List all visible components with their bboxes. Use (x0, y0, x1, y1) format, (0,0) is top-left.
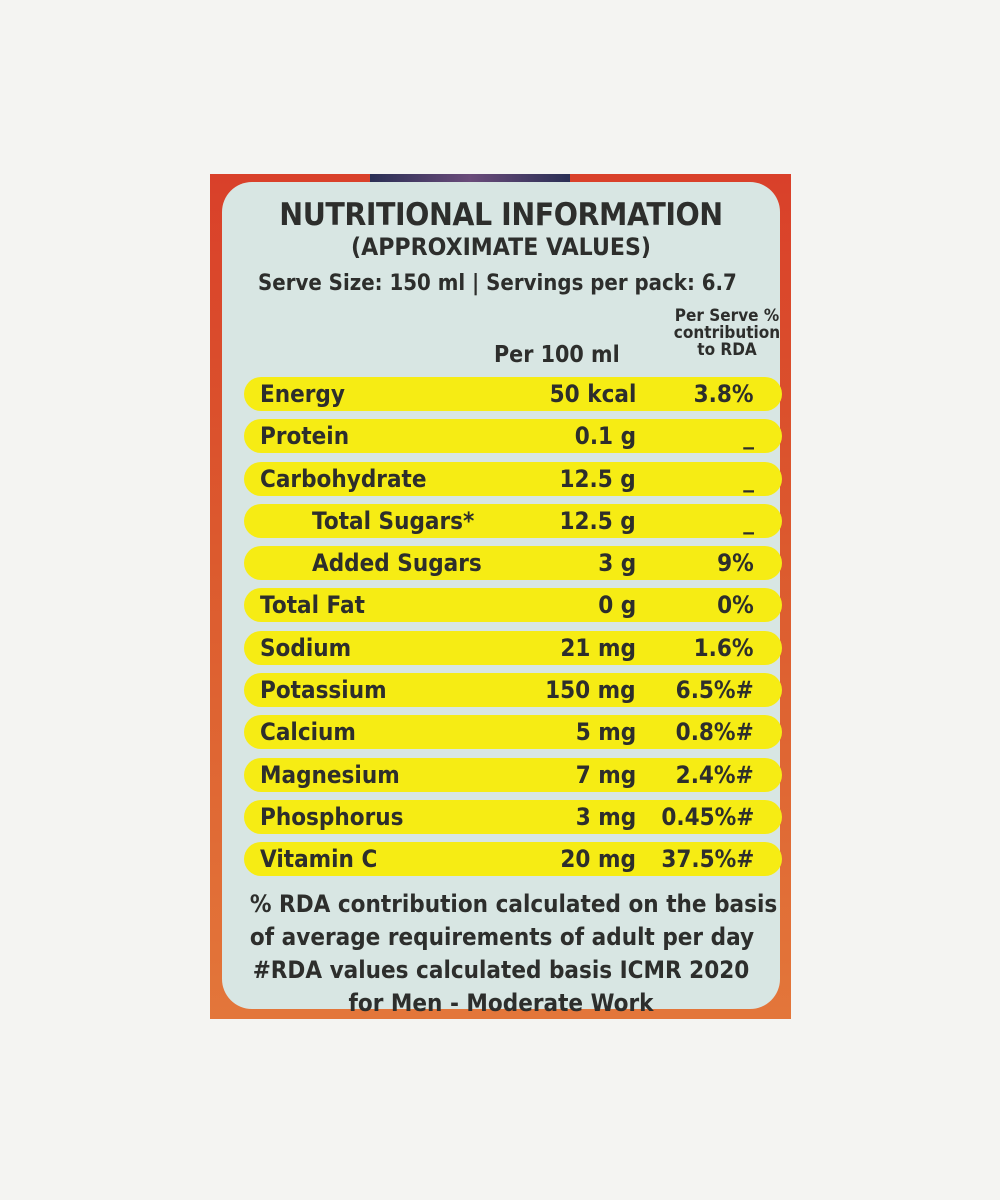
nutrient-name: Energy (260, 380, 345, 408)
nutrient-row-potassium: Potassium 150 mg 6.5%# (244, 673, 782, 708)
nutrient-name: Sodium (260, 633, 352, 662)
panel-title: NUTRITIONAL INFORMATION (279, 197, 723, 233)
nutrient-row-added-sugars: Added Sugars 3 g 9% (244, 546, 782, 581)
nutrient-rda: 6.5%# (675, 676, 754, 705)
nutrient-rda: 0.8%# (675, 718, 754, 747)
nutrient-row-calcium: Calcium 5 mg 0.8%# (244, 715, 782, 750)
nutrient-row-protein: Protein 0.1 g _ (244, 419, 782, 454)
panel-subtitle: (APPROXIMATE VALUES) (351, 233, 651, 261)
nutrient-name: Phosphorus (260, 802, 404, 831)
nutrition-panel: NUTRITIONAL INFORMATION (APPROXIMATE VAL… (222, 182, 782, 1017)
nutrient-name: Total Sugars* (312, 506, 475, 535)
nutrient-row-carbohydrate: Carbohydrate 12.5 g _ (244, 461, 782, 496)
nutrient-name: Total Fat (260, 591, 365, 620)
nutrient-name: Protein (260, 422, 350, 451)
package-artwork-strip (370, 174, 570, 182)
column-header-rda-line: Per Serve % (674, 306, 780, 326)
nutrient-amount: 21 mg (560, 633, 636, 662)
nutrient-name: Added Sugars (312, 549, 482, 578)
nutrient-rda: 9% (717, 549, 754, 578)
nutrient-amount: 3 g (597, 549, 636, 578)
nutrient-rda: 3.8% (694, 380, 754, 408)
nutrient-rda: 0% (717, 591, 754, 620)
rda-footnote: % RDA contribution calculated on the bas… (249, 888, 778, 1019)
footnote-line: of average requirements of adult per day (249, 923, 755, 951)
nutrient-amount: 3 mg (575, 802, 636, 831)
footnote-line: % RDA contribution calculated on the bas… (249, 890, 778, 918)
product-package: NUTRITIONAL INFORMATION (APPROXIMATE VAL… (210, 174, 791, 1019)
nutrient-rda: 1.6% (694, 633, 754, 662)
nutrient-rda: _ (743, 506, 754, 535)
nutrient-amount: 12.5 g (559, 506, 636, 535)
column-header-rda-line: contribution (673, 323, 781, 343)
serve-size-info: Serve Size: 150 ml | Servings per pack: … (258, 271, 737, 296)
nutrient-amount: 0 g (597, 591, 636, 620)
nutrient-amount: 20 mg (560, 845, 636, 874)
nutrient-name: Carbohydrate (260, 464, 427, 493)
nutrient-amount: 12.5 g (559, 464, 636, 493)
column-header-rda-line: to RDA (697, 340, 757, 360)
nutrient-amount: 0.1 g (574, 422, 636, 451)
nutrient-rda: 2.4%# (675, 760, 754, 789)
nutrient-row-vitamin-c: Vitamin C 20 mg 37.5%# (244, 842, 782, 877)
footnote-line: #RDA values calculated basis ICMR 2020 (252, 956, 750, 984)
nutrient-row-total-sugars: Total Sugars* 12.5 g _ (244, 503, 782, 538)
nutrient-row-magnesium: Magnesium 7 mg 2.4%# (244, 757, 782, 792)
column-header-per-100ml: Per 100 ml (494, 342, 620, 368)
nutrient-row-energy: Energy 50 kcal 3.8% (244, 377, 782, 411)
nutrient-name: Potassium (260, 676, 387, 705)
footnote-line: for Men - Moderate Work (348, 989, 654, 1017)
nutrient-table: Energy 50 kcal 3.8% Protein 0.1 g _ Carb… (244, 377, 782, 885)
nutrient-amount: 5 mg (575, 718, 636, 747)
nutrient-name: Magnesium (260, 760, 400, 789)
nutrient-rda: 37.5%# (660, 845, 754, 874)
nutrient-name: Vitamin C (260, 845, 378, 874)
nutrient-rda: _ (743, 422, 754, 451)
nutrient-rda: 0.45%# (660, 802, 754, 831)
nutrient-amount: 50 kcal (549, 380, 636, 408)
column-header-rda: Per Serve % contribution to RDA (660, 308, 792, 359)
nutrient-amount: 150 mg (545, 676, 636, 705)
nutrient-row-total-fat: Total Fat 0 g 0% (244, 588, 782, 623)
nutrient-rda: _ (743, 464, 754, 493)
nutrient-name: Calcium (260, 718, 356, 747)
nutrient-amount: 7 mg (575, 760, 636, 789)
nutrient-row-sodium: Sodium 21 mg 1.6% (244, 630, 782, 665)
nutrient-row-phosphorus: Phosphorus 3 mg 0.45%# (244, 799, 782, 834)
